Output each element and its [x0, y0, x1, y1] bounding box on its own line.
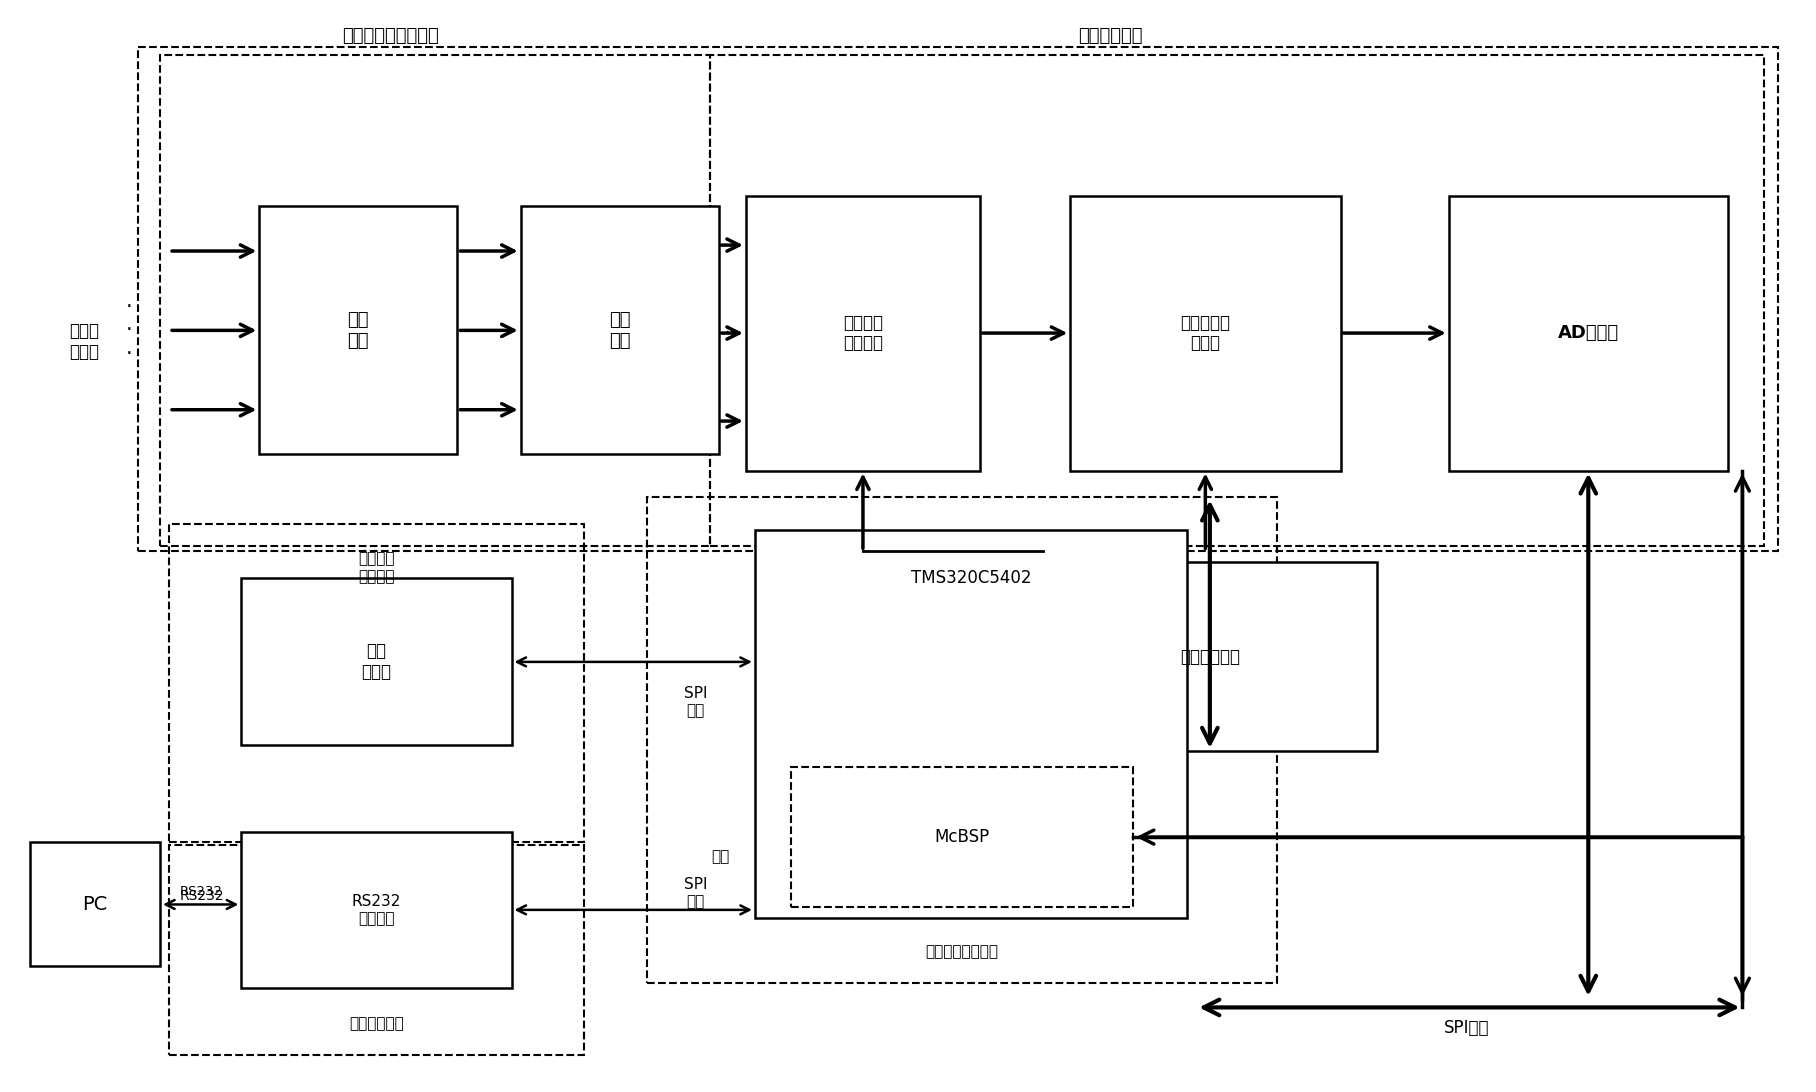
Text: SPI
总线: SPI 总线: [683, 877, 706, 910]
Text: RS232: RS232: [180, 885, 223, 898]
Text: 模拟信号预处理单元: 模拟信号预处理单元: [343, 27, 439, 45]
Bar: [521, 206, 719, 454]
Text: 数字信号处理单元: 数字信号处理单元: [926, 943, 999, 959]
Bar: [1449, 195, 1729, 471]
Text: 多路待
测信号: 多路待 测信号: [69, 322, 100, 360]
Text: 可编程增益
放大器: 可编程增益 放大器: [1180, 313, 1231, 353]
Bar: [755, 530, 1188, 918]
Text: RS232: RS232: [180, 889, 223, 903]
Text: 测量结果
显示单元: 测量结果 显示单元: [358, 551, 394, 584]
Bar: [790, 767, 1133, 907]
Text: RS232
接口芯片: RS232 接口芯片: [352, 893, 401, 926]
Bar: [169, 844, 583, 1055]
Text: 隔离
电路: 隔离 电路: [347, 311, 369, 349]
Bar: [746, 195, 981, 471]
Text: ·
·
·: · · ·: [125, 297, 133, 364]
Text: PC: PC: [82, 895, 107, 914]
Bar: [1042, 562, 1377, 751]
Text: 滤波
电路: 滤波 电路: [608, 311, 630, 349]
Bar: [160, 56, 710, 546]
Text: TMS320C5402: TMS320C5402: [912, 569, 1031, 587]
Bar: [169, 524, 583, 843]
Text: ···: ···: [725, 324, 741, 342]
Bar: [646, 498, 1277, 983]
Text: 可编程控制器: 可编程控制器: [1180, 648, 1240, 665]
Text: 液晶
显示器: 液晶 显示器: [361, 642, 392, 681]
Bar: [242, 579, 512, 746]
Bar: [31, 843, 160, 966]
Text: McBSP: McBSP: [935, 828, 990, 846]
Text: 多路模拟
选择开关: 多路模拟 选择开关: [843, 313, 883, 353]
Bar: [710, 56, 1763, 546]
Text: 串口: 串口: [712, 848, 730, 864]
Text: AD转换器: AD转换器: [1558, 324, 1618, 342]
Text: SPI总线: SPI总线: [1444, 1019, 1489, 1037]
Bar: [1070, 195, 1340, 471]
Text: 数据采集单元: 数据采集单元: [1079, 27, 1142, 45]
Text: 通信接口单元: 通信接口单元: [349, 1017, 403, 1031]
Text: SPI
总线: SPI 总线: [683, 686, 706, 719]
Bar: [260, 206, 458, 454]
Bar: [242, 832, 512, 988]
Bar: [138, 47, 1778, 551]
